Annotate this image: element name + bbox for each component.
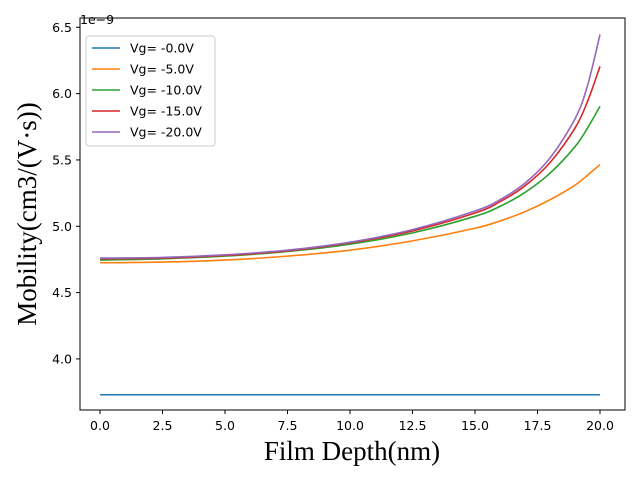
legend-label-0: Vg= -0.0V	[130, 41, 194, 56]
x-tick-label-3: 7.5	[278, 418, 298, 433]
y-tick-label-5: 6.5	[52, 20, 72, 35]
x-tick-label-8: 20.0	[586, 418, 614, 433]
legend-label-1: Vg= -5.0V	[130, 62, 194, 77]
x-axis: 0.0 2.5 5.0 7.5 10.0 12.5 15.0 17.5 20.0	[90, 410, 614, 433]
y-axis-title: Mobility(cm3/(V·s))	[12, 102, 42, 325]
y-offset-label: 1e−9	[80, 12, 114, 27]
y-tick-label-2: 5.0	[52, 219, 72, 234]
x-tick-label-2: 5.0	[215, 418, 235, 433]
series-line-4	[99, 34, 601, 259]
legend: Vg= -0.0V Vg= -5.0V Vg= -10.0V Vg= -15.0V Vg…	[85, 35, 216, 147]
legend-label-4: Vg= -20.0V	[130, 125, 202, 140]
legend-label-3: Vg= -15.0V	[130, 104, 202, 119]
x-tick-label-5: 12.5	[399, 418, 427, 433]
legend-box	[85, 35, 216, 147]
legend-label-2: Vg= -10.0V	[130, 83, 202, 98]
x-tick-label-4: 10.0	[336, 418, 364, 433]
x-tick-label-6: 15.0	[461, 418, 489, 433]
x-axis-title: Film Depth(nm)	[264, 436, 440, 466]
y-tick-label-4: 6.0	[52, 86, 72, 101]
y-tick-label-1: 4.5	[52, 285, 72, 300]
x-tick-label-1: 2.5	[153, 418, 173, 433]
series-line-1	[99, 163, 601, 264]
y-axis: 4.0 4.5 5.0 5.5 6.0 6.5	[52, 20, 80, 366]
plot-area-frame	[79, 17, 626, 411]
y-tick-label-3: 5.5	[52, 152, 72, 167]
x-tick-label-0: 0.0	[90, 418, 110, 433]
x-tick-label-7: 17.5	[524, 418, 552, 433]
y-tick-label-0: 4.0	[52, 351, 72, 366]
series-group	[99, 34, 601, 396]
